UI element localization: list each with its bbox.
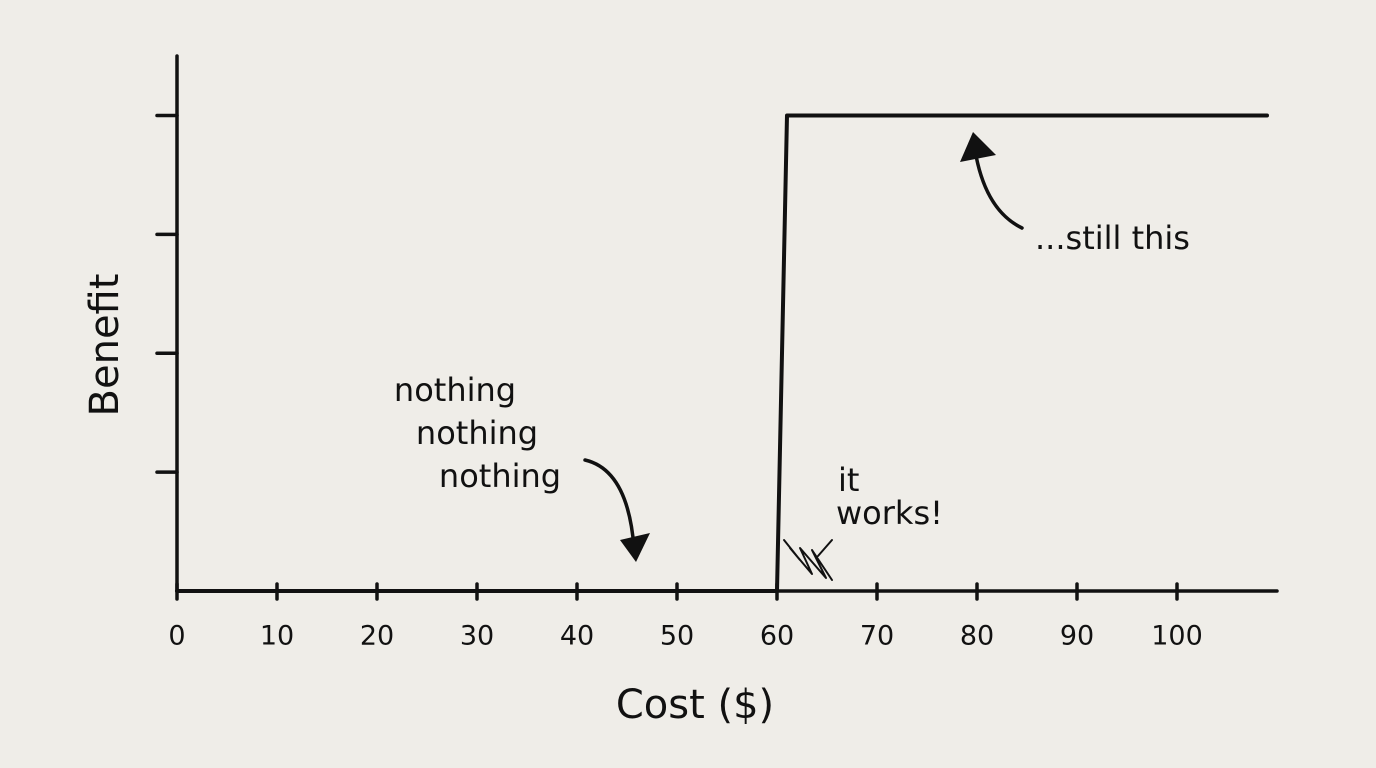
arrow-head <box>620 533 650 562</box>
x-tick-label: 90 <box>1060 621 1094 652</box>
step-line <box>175 113 1269 593</box>
x-tick-label: 20 <box>360 621 394 652</box>
x-tick-label: 60 <box>760 621 794 652</box>
annotation-arrow <box>583 458 636 550</box>
x-tick-label: 10 <box>260 621 294 652</box>
x-tick-label: 80 <box>960 621 994 652</box>
x-tick-label: 100 <box>1151 621 1203 652</box>
x-tick-label: 40 <box>560 621 594 652</box>
x-tick-label: 30 <box>460 621 494 652</box>
annotation: it <box>838 461 859 499</box>
x-axis-title: Cost ($) <box>616 682 774 728</box>
annotation: nothing <box>394 371 516 409</box>
arrow-head <box>960 132 996 162</box>
x-tick-label: 50 <box>660 621 694 652</box>
annotation: works! <box>836 494 943 532</box>
y-axis-title: Benefit <box>82 274 128 417</box>
annotation: nothing <box>416 414 538 452</box>
x-tick-label: 0 <box>168 621 185 652</box>
annotation-arrow <box>973 148 1024 230</box>
x-tick-label: 70 <box>860 621 894 652</box>
annotation: ...still this <box>1035 219 1190 257</box>
annotation: nothing <box>439 457 561 495</box>
scribble <box>783 539 833 581</box>
